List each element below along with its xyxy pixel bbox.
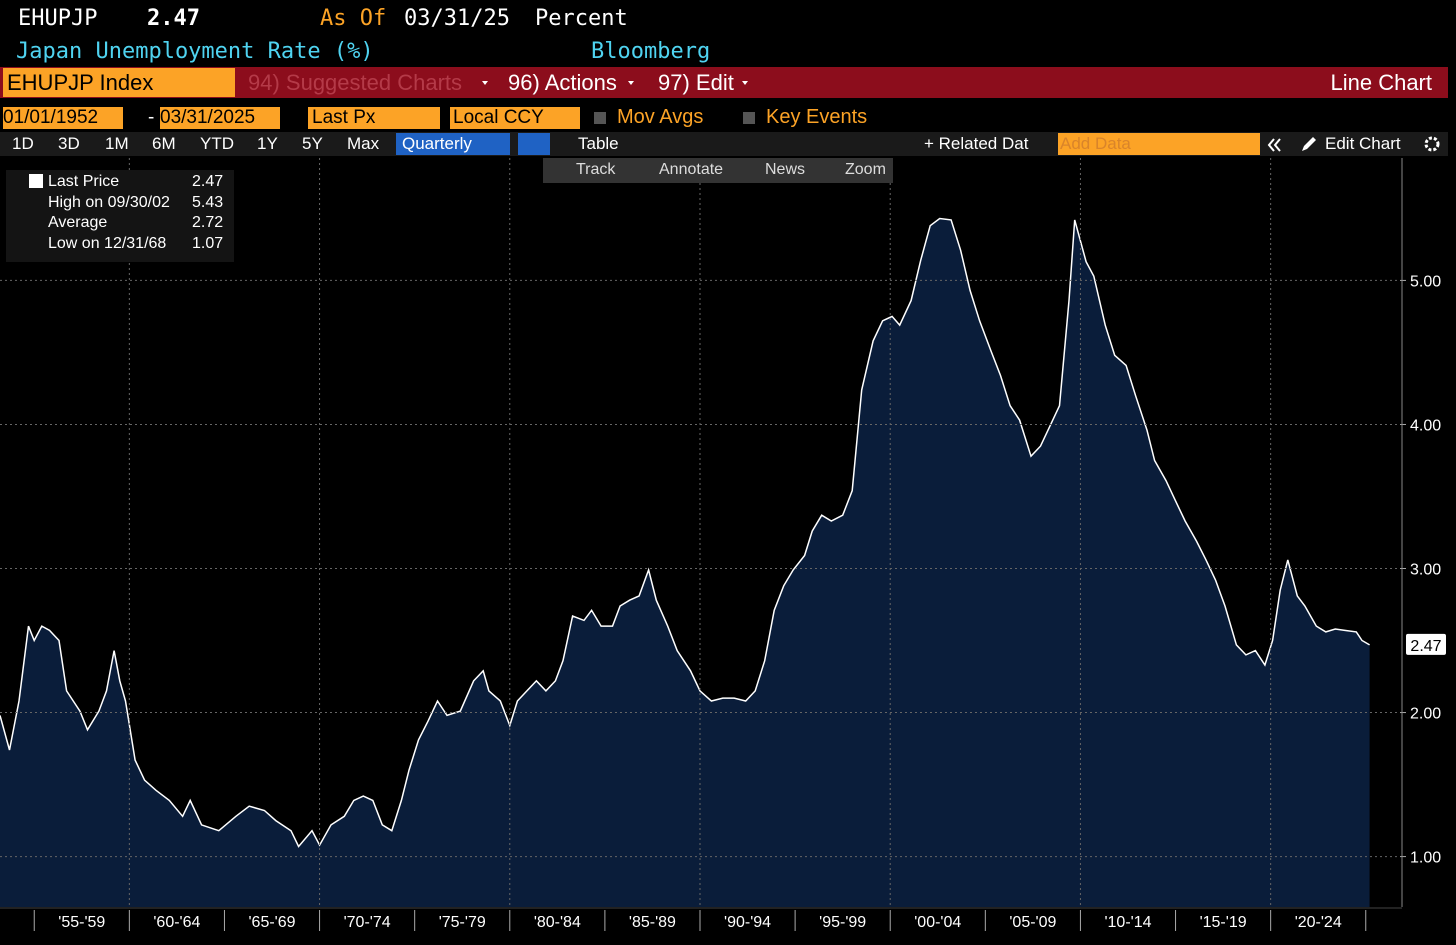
add-data-input[interactable]: Add Data — [1058, 133, 1260, 155]
tool-button[interactable]: Annotate — [659, 161, 724, 178]
related-data[interactable]: + Related Dat — [924, 134, 1029, 153]
tool-button[interactable]: Zoom — [845, 161, 886, 178]
x-tick-label: '60-'64 — [153, 914, 200, 931]
tool-button[interactable]: News — [765, 161, 806, 178]
period-button[interactable]: 5Y — [302, 134, 323, 153]
legend — [6, 170, 234, 262]
x-tick-label: '05-'09 — [1009, 914, 1056, 931]
chart-kind: Line Chart — [1330, 70, 1432, 95]
x-tick-label: '65-'69 — [248, 914, 295, 931]
ticker: EHUPJP — [18, 6, 98, 31]
tool-button[interactable]: Track — [576, 161, 616, 178]
units: Percent — [535, 6, 628, 31]
legend-value: 1.07 — [192, 234, 224, 252]
period-button[interactable]: 1Y — [257, 134, 278, 153]
x-tick-label: '95-'99 — [819, 914, 866, 931]
last-value-label: 2.47 — [1410, 638, 1441, 655]
suggested-charts[interactable]: 94) Suggested Charts — [248, 70, 463, 95]
as-of-date: 03/31/25 — [404, 6, 510, 31]
tool-strip — [543, 158, 893, 183]
mov-avgs[interactable]: Mov Avgs — [617, 106, 704, 128]
key-events[interactable]: Key Events — [766, 106, 868, 128]
checkbox[interactable] — [594, 112, 606, 124]
legend-value: 2.47 — [192, 173, 224, 190]
currency-select[interactable]: Local CCY — [450, 107, 580, 129]
period-button[interactable]: YTD — [200, 134, 234, 153]
edit-chart[interactable]: Edit Chart — [1325, 134, 1401, 153]
edit-menu[interactable]: 97) Edit — [658, 70, 734, 95]
area-fill — [0, 218, 1370, 907]
toolbar-icons — [1267, 136, 1440, 152]
area-line — [0, 217, 1370, 848]
legend-label: High on 09/30/02 — [48, 193, 170, 211]
period-button[interactable]: 1D — [12, 134, 34, 153]
chart-icon[interactable] — [518, 133, 550, 155]
date-sep: - — [148, 107, 155, 128]
checkbox[interactable] — [743, 112, 755, 124]
x-tick-label: '55-'59 — [58, 914, 105, 931]
table-button[interactable]: Table — [578, 134, 619, 153]
x-tick-label: '15-'19 — [1200, 914, 1247, 931]
y-tick-label: 2.00 — [1410, 706, 1441, 723]
security-field[interactable]: EHUPJP Index — [3, 68, 235, 97]
pencil-icon — [1302, 137, 1316, 151]
as-of-label: As Of — [320, 6, 387, 31]
menu-bar — [0, 67, 1448, 98]
legend-label: Average — [48, 214, 108, 231]
actions-menu[interactable]: 96) Actions — [508, 70, 617, 95]
legend-value: 2.72 — [192, 214, 224, 231]
start-date[interactable]: 01/01/1952 — [3, 107, 123, 129]
source: Bloomberg — [591, 39, 711, 64]
dropdown-arrow — [482, 81, 748, 85]
gear-icon[interactable] — [1424, 136, 1440, 152]
legend-swatch — [29, 174, 43, 188]
period-button[interactable]: 3D — [58, 134, 80, 153]
x-tick-label: '20-'24 — [1295, 914, 1342, 931]
menu-arrows — [482, 81, 748, 85]
period-button[interactable]: Max — [347, 134, 380, 153]
legend-label: Low on 12/31/68 — [48, 234, 167, 252]
field-select[interactable]: Last Px — [308, 107, 440, 129]
x-tick-label: '00-'04 — [914, 914, 961, 931]
x-tick-label: '10-'14 — [1104, 914, 1151, 931]
x-tick-label: '85-'89 — [629, 914, 676, 931]
chart: 2.47 1.00 2.00 3.00 4.00 5.00 '55-'59 '60-'64 '6… — [0, 158, 1446, 931]
period-button[interactable]: 6M — [152, 134, 176, 153]
x-tick-label: '80-'84 — [534, 914, 581, 931]
end-date[interactable]: 03/31/2025 — [160, 107, 280, 129]
period-button[interactable]: 1M — [105, 134, 129, 153]
y-tick-label: 5.00 — [1410, 273, 1441, 290]
x-tick-label: '75-'79 — [439, 914, 486, 931]
collapse-icon[interactable] — [1267, 138, 1281, 152]
last-value-box — [1406, 633, 1446, 655]
legend-value: 5.43 — [192, 193, 224, 211]
last-value: 2.47 — [147, 6, 200, 31]
legend-label: Last Price — [48, 173, 120, 190]
y-tick-label: 4.00 — [1410, 417, 1441, 434]
x-tick-label: '70-'74 — [344, 914, 391, 931]
y-tick-label: 1.00 — [1410, 850, 1441, 867]
x-tick-label: '90-'94 — [724, 914, 771, 931]
description: Japan Unemployment Rate (%) — [16, 39, 374, 64]
frequency-select[interactable]: Quarterly — [396, 133, 510, 155]
y-tick-label: 3.00 — [1410, 562, 1441, 579]
